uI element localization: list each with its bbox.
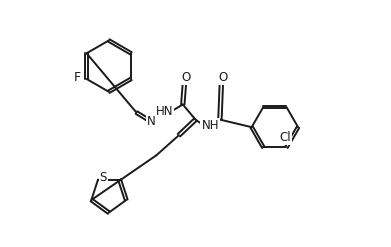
Text: NH: NH [201,120,219,132]
Text: S: S [100,171,107,184]
Text: O: O [181,71,190,83]
Text: F: F [74,71,81,84]
Text: Cl: Cl [280,131,291,144]
Text: HN: HN [156,105,173,118]
Text: N: N [147,115,156,128]
Text: O: O [218,71,227,83]
